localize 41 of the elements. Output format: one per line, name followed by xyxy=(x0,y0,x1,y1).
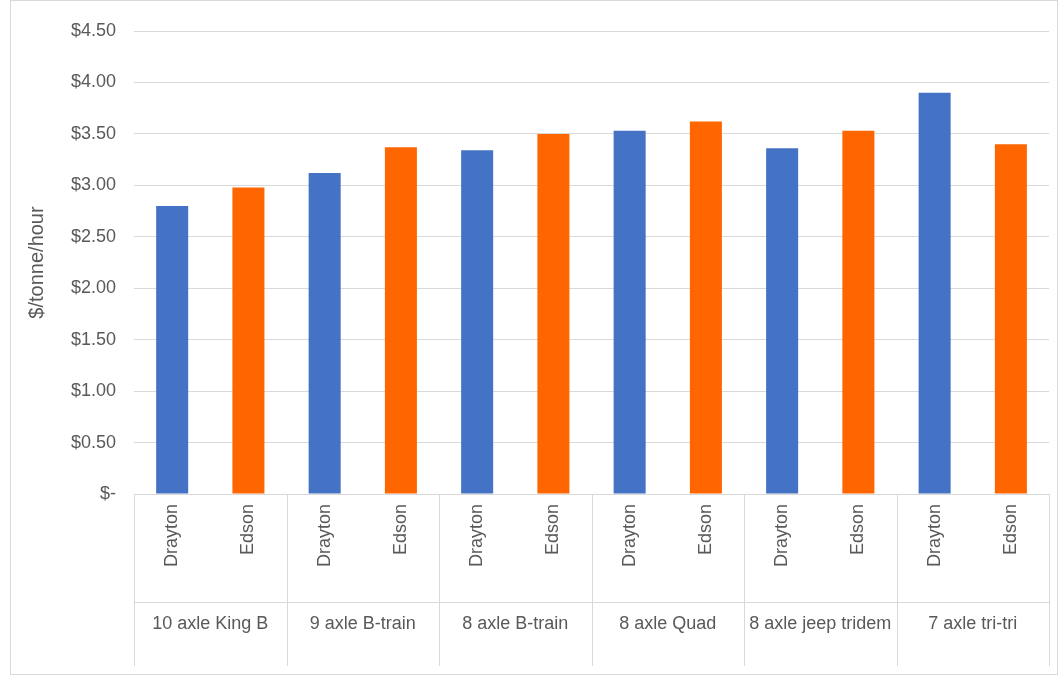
y-tick-label: $- xyxy=(100,482,117,503)
text: Drayton xyxy=(923,504,944,568)
bar xyxy=(461,150,494,494)
bar xyxy=(842,130,875,494)
bar xyxy=(384,147,417,494)
bar xyxy=(232,187,265,494)
text: Drayton xyxy=(466,504,487,568)
y-tick-label: $1.00 xyxy=(71,380,117,401)
text: Drayton xyxy=(771,504,792,568)
text: Drayton xyxy=(618,504,639,568)
text: Edson xyxy=(847,504,868,556)
bar xyxy=(613,130,646,494)
bar xyxy=(689,121,722,494)
y-tick-label: $3.00 xyxy=(71,174,117,195)
y-axis-title: $/tonne/hour xyxy=(24,206,47,319)
y-tick-label: $0.50 xyxy=(71,431,117,452)
x-tick-label: 8 axle jeep tridem xyxy=(749,612,892,633)
x-tick-label: 10 axle King B xyxy=(152,612,269,633)
text: Edson xyxy=(542,504,563,556)
text: Edson xyxy=(999,504,1020,556)
bar xyxy=(766,148,799,494)
y-tick-label: $1.50 xyxy=(71,328,117,349)
text: Drayton xyxy=(161,504,182,568)
y-tick-label: $3.50 xyxy=(71,122,117,143)
y-tick-label: $4.00 xyxy=(71,71,117,92)
y-tick-label: $2.00 xyxy=(71,277,117,298)
bar xyxy=(156,205,189,494)
bar xyxy=(918,92,951,494)
y-tick-label: $2.50 xyxy=(71,225,117,246)
x-tick-label: 8 axle Quad xyxy=(619,612,717,633)
x-tick-label: 8 axle B-train xyxy=(462,612,569,633)
bar xyxy=(308,172,341,494)
text: Edson xyxy=(694,504,715,556)
x-tick-label: 9 axle B-train xyxy=(309,612,416,633)
text: Drayton xyxy=(313,504,334,568)
bar xyxy=(537,133,570,494)
text: Edson xyxy=(237,504,258,556)
y-tick-label: $4.50 xyxy=(71,19,117,40)
x-tick-label: 7 axle tri-tri xyxy=(928,612,1018,633)
bar xyxy=(994,144,1027,494)
text: Edson xyxy=(389,504,410,556)
